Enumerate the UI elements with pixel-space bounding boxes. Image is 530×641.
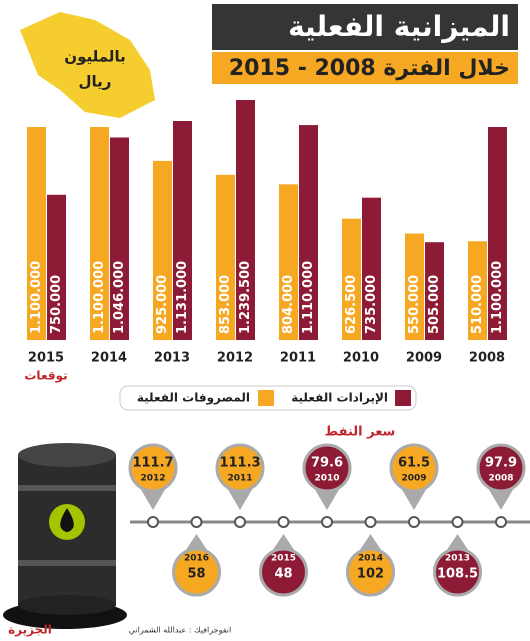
x-tick-label: 2015: [28, 351, 64, 366]
credit: انفوجرافيك : عبدالله الشمراني: [129, 626, 231, 635]
legend-box: [119, 385, 417, 411]
x-tick-label: 2013: [154, 351, 190, 366]
bar: [299, 125, 318, 341]
legend-swatch: [258, 390, 274, 406]
x-tick-label: 2012: [217, 351, 253, 366]
pin-head: [476, 443, 526, 493]
bar: [216, 174, 235, 340]
pin-value: 111.3: [219, 456, 260, 471]
pin-year: 2012: [140, 474, 165, 484]
bar: [425, 242, 444, 340]
timeline-dot: [321, 516, 333, 528]
pin-head: [128, 443, 178, 493]
title: الميزانية الفعلية: [288, 10, 510, 43]
value-label: 1.100.000: [490, 261, 505, 334]
bar: [405, 233, 424, 340]
value-label: 550.000: [407, 275, 422, 334]
bar: [27, 127, 46, 340]
subtitle-box: [212, 52, 518, 84]
timeline-dot: [147, 516, 159, 528]
pin-year: 2014: [358, 554, 383, 564]
pin-head: [346, 547, 395, 597]
value-label: 1.046.000: [112, 261, 127, 334]
value-label: 1.110.000: [301, 261, 316, 334]
timeline-dot: [451, 516, 464, 528]
oil-title: سعر النفط: [325, 425, 396, 440]
timeline-dot: [408, 516, 420, 528]
logo: الجزيرة: [8, 623, 52, 637]
pin-year: 2016: [184, 554, 209, 564]
pin-value: 111.7: [132, 456, 173, 471]
value-label: 853.000: [218, 275, 233, 334]
title-box: [212, 4, 518, 50]
pin-value: 58: [187, 567, 205, 582]
pin-head: [259, 547, 308, 597]
pin-year: 2013: [445, 554, 470, 564]
x-tick-label: 2014: [91, 351, 127, 366]
pin-value: 61.5: [398, 456, 430, 471]
x-tick-label: 2009: [406, 351, 442, 366]
pin-year: 2010: [314, 474, 339, 484]
x-tick-label: 2011: [280, 351, 316, 366]
timeline-dot: [234, 516, 246, 528]
note: توقعات: [24, 369, 67, 384]
timeline-dot: [364, 516, 377, 528]
bar: [342, 218, 361, 340]
unit-label: بالمليون: [64, 48, 125, 66]
value-label: 735.000: [364, 275, 379, 334]
pin-head: [215, 443, 265, 493]
legend-swatch: [395, 390, 411, 406]
pin-head: [433, 547, 482, 597]
value-label: 1.131.000: [175, 261, 190, 334]
value-label: 1.239.500: [238, 261, 253, 334]
pin-head: [172, 547, 221, 597]
bar: [488, 127, 507, 340]
x-tick-label: 2008: [469, 351, 505, 366]
pin-value: 108.5: [437, 567, 478, 582]
value-label: 1.100.000: [29, 261, 44, 334]
bar: [110, 137, 129, 340]
map-shape: [20, 12, 155, 118]
timeline-dot: [495, 516, 507, 528]
value-label: 626.500: [344, 275, 359, 334]
legend-label: المصروفات الفعلية: [137, 391, 250, 406]
pin-value: 102: [357, 567, 384, 582]
value-label: 925.000: [155, 275, 170, 334]
barrel: [3, 443, 127, 629]
pin-value: 97.9: [485, 456, 517, 471]
value-label: 804.000: [281, 275, 296, 334]
bar: [173, 121, 192, 340]
pin-year: 2011: [227, 474, 252, 484]
pin-year: 2015: [271, 554, 296, 564]
pin-head: [389, 443, 439, 493]
pin-year: 2008: [488, 474, 513, 484]
unit-label: ريال: [79, 73, 112, 91]
value-label: 510.000: [470, 275, 485, 334]
bar: [468, 241, 487, 340]
pin-value: 79.6: [311, 456, 343, 471]
pin-head: [302, 443, 352, 493]
value-label: 1.100.000: [92, 261, 107, 334]
value-label: 750.000: [49, 275, 64, 334]
timeline-dot: [190, 516, 203, 528]
bar: [279, 184, 298, 340]
pin-value: 48: [274, 567, 292, 582]
value-label: 505.000: [427, 275, 442, 334]
x-tick-label: 2010: [343, 351, 379, 366]
legend-label: الإيرادات الفعلية: [291, 391, 388, 405]
bar: [362, 197, 381, 340]
subtitle: خلال الفترة 2008 - 2015: [229, 56, 510, 81]
bar: [47, 194, 66, 340]
bar: [236, 100, 255, 340]
bar: [90, 127, 109, 340]
bar: [153, 160, 172, 340]
timeline-dot: [277, 516, 290, 528]
pin-year: 2009: [401, 474, 426, 484]
